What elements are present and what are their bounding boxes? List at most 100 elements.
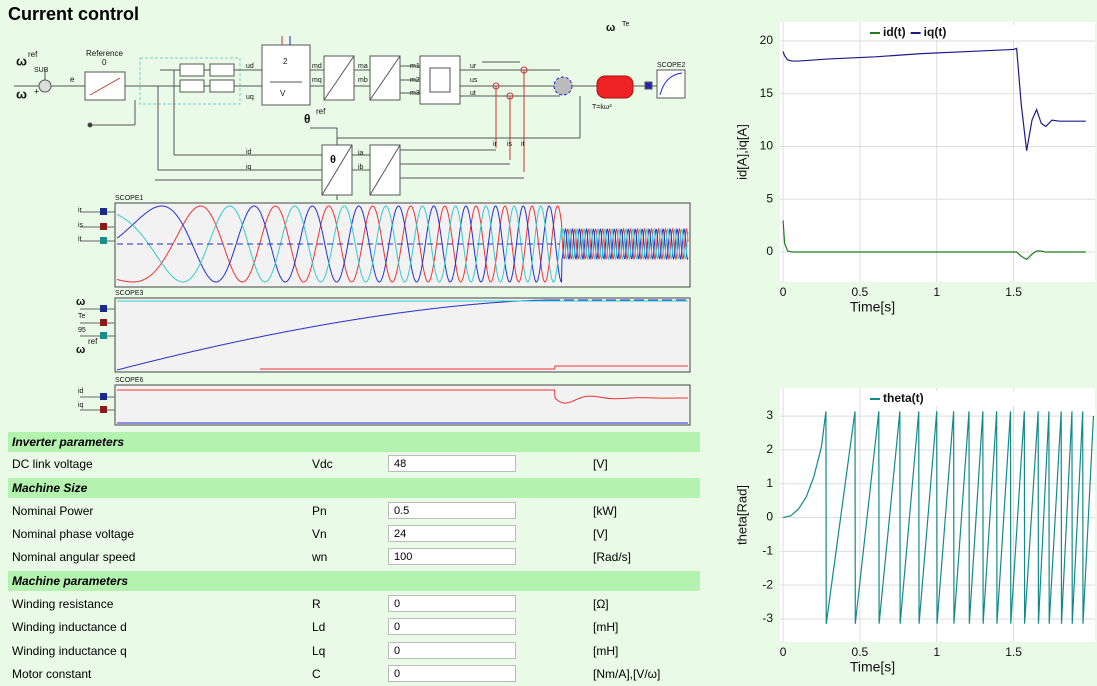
- parameter-symbol: wn: [312, 550, 327, 564]
- parameter-input[interactable]: 24: [388, 525, 516, 542]
- y-tick-label: 0: [766, 244, 773, 258]
- parameter-table: Inverter parameters DC link voltage Vdc 48 […: [8, 430, 700, 686]
- diagram-label: Te: [78, 313, 86, 320]
- x-tick-label: 0.5: [852, 645, 869, 659]
- section-header: Machine Size: [8, 478, 700, 498]
- page-title: Current control: [8, 4, 139, 25]
- diagram-label: ref: [316, 107, 326, 116]
- diagram-label: ω: [16, 86, 27, 101]
- parameter-symbol: R: [312, 597, 321, 611]
- x-tick-label: 1.5: [1005, 645, 1022, 659]
- parameter-unit: [Nm/A],[V/ω]: [593, 667, 660, 681]
- parameter-row: Winding resistance R 0 [Ω]: [8, 593, 700, 616]
- scopes: [80, 203, 690, 425]
- legend-label: iq(t): [924, 25, 947, 39]
- diagram-label: SCOPE2: [657, 62, 686, 69]
- diagram-label: m1: [410, 63, 420, 70]
- parameter-symbol: Lq: [312, 644, 325, 658]
- parameter-unit: [Ω]: [593, 597, 609, 611]
- y-tick-label: 3: [766, 408, 773, 422]
- diagram-label: ur: [470, 63, 477, 70]
- diagram-label: is: [507, 141, 513, 148]
- parameter-unit: [V]: [593, 527, 608, 541]
- parameter-row: Nominal phase voltageVn24[V]: [8, 523, 700, 546]
- parameter-input[interactable]: 48: [388, 455, 516, 472]
- section-header: Inverter parameters: [8, 432, 700, 452]
- diagram-label: us: [470, 77, 478, 84]
- y-axis-label: theta[Rad]: [734, 485, 749, 545]
- x-tick-label: 0: [780, 645, 787, 659]
- parameter-label: Winding inductance d: [12, 620, 127, 634]
- y-tick-label: 0: [766, 510, 773, 524]
- x-tick-label: 1.5: [1005, 285, 1022, 299]
- parameter-symbol: Ld: [312, 620, 325, 634]
- y-tick-label: 15: [760, 86, 774, 100]
- parameter-row: Winding inductance d Ld 0 [mH]: [8, 616, 700, 639]
- diagram-label: SUB: [34, 67, 49, 74]
- diagram-label: +: [34, 86, 39, 96]
- parameter-row: DC link voltage Vdc 48 [V]: [8, 453, 700, 476]
- parameter-input[interactable]: 0.5: [388, 502, 516, 519]
- diagram-label: iq: [246, 164, 252, 171]
- parameter-input[interactable]: 0: [388, 618, 516, 635]
- y-tick-label: 1: [766, 476, 773, 490]
- diagram-label: iq: [78, 402, 84, 409]
- diagram-label: θ: [330, 154, 336, 166]
- parameter-symbol: Vdc: [312, 457, 333, 471]
- parameter-input[interactable]: 0: [388, 642, 516, 659]
- y-tick-label: 20: [760, 33, 774, 47]
- diagram-label: SCOPE6: [115, 377, 144, 384]
- diagram-label: m3: [410, 90, 420, 97]
- y-axis-label: id[A],iq[A]: [734, 124, 749, 180]
- parameter-row: Nominal PowerPn0.5[kW]: [8, 500, 700, 523]
- parameter-unit: [kW]: [593, 504, 617, 518]
- plot-area: [780, 22, 1095, 282]
- x-axis-label: Time[s]: [850, 299, 895, 315]
- parameter-input[interactable]: 0: [388, 665, 516, 682]
- diagram-label: id: [246, 149, 252, 156]
- diagram-label: SCOPE3: [115, 290, 144, 297]
- diagram-label: Reference: [86, 49, 123, 58]
- parameter-input[interactable]: 100: [388, 548, 516, 565]
- diagram-label: ω: [16, 53, 27, 68]
- diagram-label: T=kω²: [592, 104, 612, 111]
- diagram-label: ir: [493, 141, 498, 148]
- diagram-label: ud: [246, 63, 254, 70]
- diagram-label: ω: [76, 296, 85, 308]
- diagram-label: ω: [606, 22, 615, 34]
- diagram-label: it: [521, 141, 525, 148]
- parameter-row: Nominal angular speed wn 100 [Rad/s]: [8, 546, 700, 569]
- parameter-unit: [V]: [593, 457, 608, 471]
- diagram-label: ia: [358, 150, 364, 157]
- y-tick-label: -2: [762, 577, 773, 591]
- y-tick-label: 2: [766, 442, 773, 456]
- diagram-label: V: [280, 89, 286, 98]
- parameter-label: Nominal angular speed: [12, 550, 135, 564]
- x-tick-label: 1: [933, 285, 940, 299]
- parameter-input[interactable]: 0: [388, 595, 516, 612]
- parameter-unit: [Rad/s]: [593, 550, 631, 564]
- diagram-label: is: [78, 222, 84, 229]
- section-header: Machine parameters: [8, 571, 700, 591]
- parameter-symbol: Pn: [312, 504, 327, 518]
- diagram-label: θ: [304, 112, 311, 126]
- app-window: ωrefSUBω+Reference0euduq2Vmdmqmambm1m2m3…: [0, 0, 1097, 686]
- parameter-unit: [mH]: [593, 620, 618, 634]
- x-tick-label: 0.5: [852, 285, 869, 299]
- y-tick-label: -3: [762, 611, 773, 625]
- parameter-label: Winding inductance q: [12, 644, 127, 658]
- parameter-label: DC link voltage: [12, 457, 93, 471]
- legend-label: theta(t): [883, 391, 924, 405]
- diagram-label: 0: [102, 58, 107, 67]
- parameter-label: Winding resistance: [12, 597, 113, 611]
- diagram-label: Te: [622, 21, 630, 28]
- diagram-label: ref: [28, 50, 38, 59]
- diagram-label: SCOPE1: [115, 195, 144, 202]
- x-axis-label: Time[s]: [850, 659, 895, 675]
- diagram-label: 95: [78, 327, 86, 334]
- diagram-label: uq: [246, 94, 254, 101]
- diagram-label: id: [78, 388, 84, 395]
- x-tick-label: 0: [780, 285, 787, 299]
